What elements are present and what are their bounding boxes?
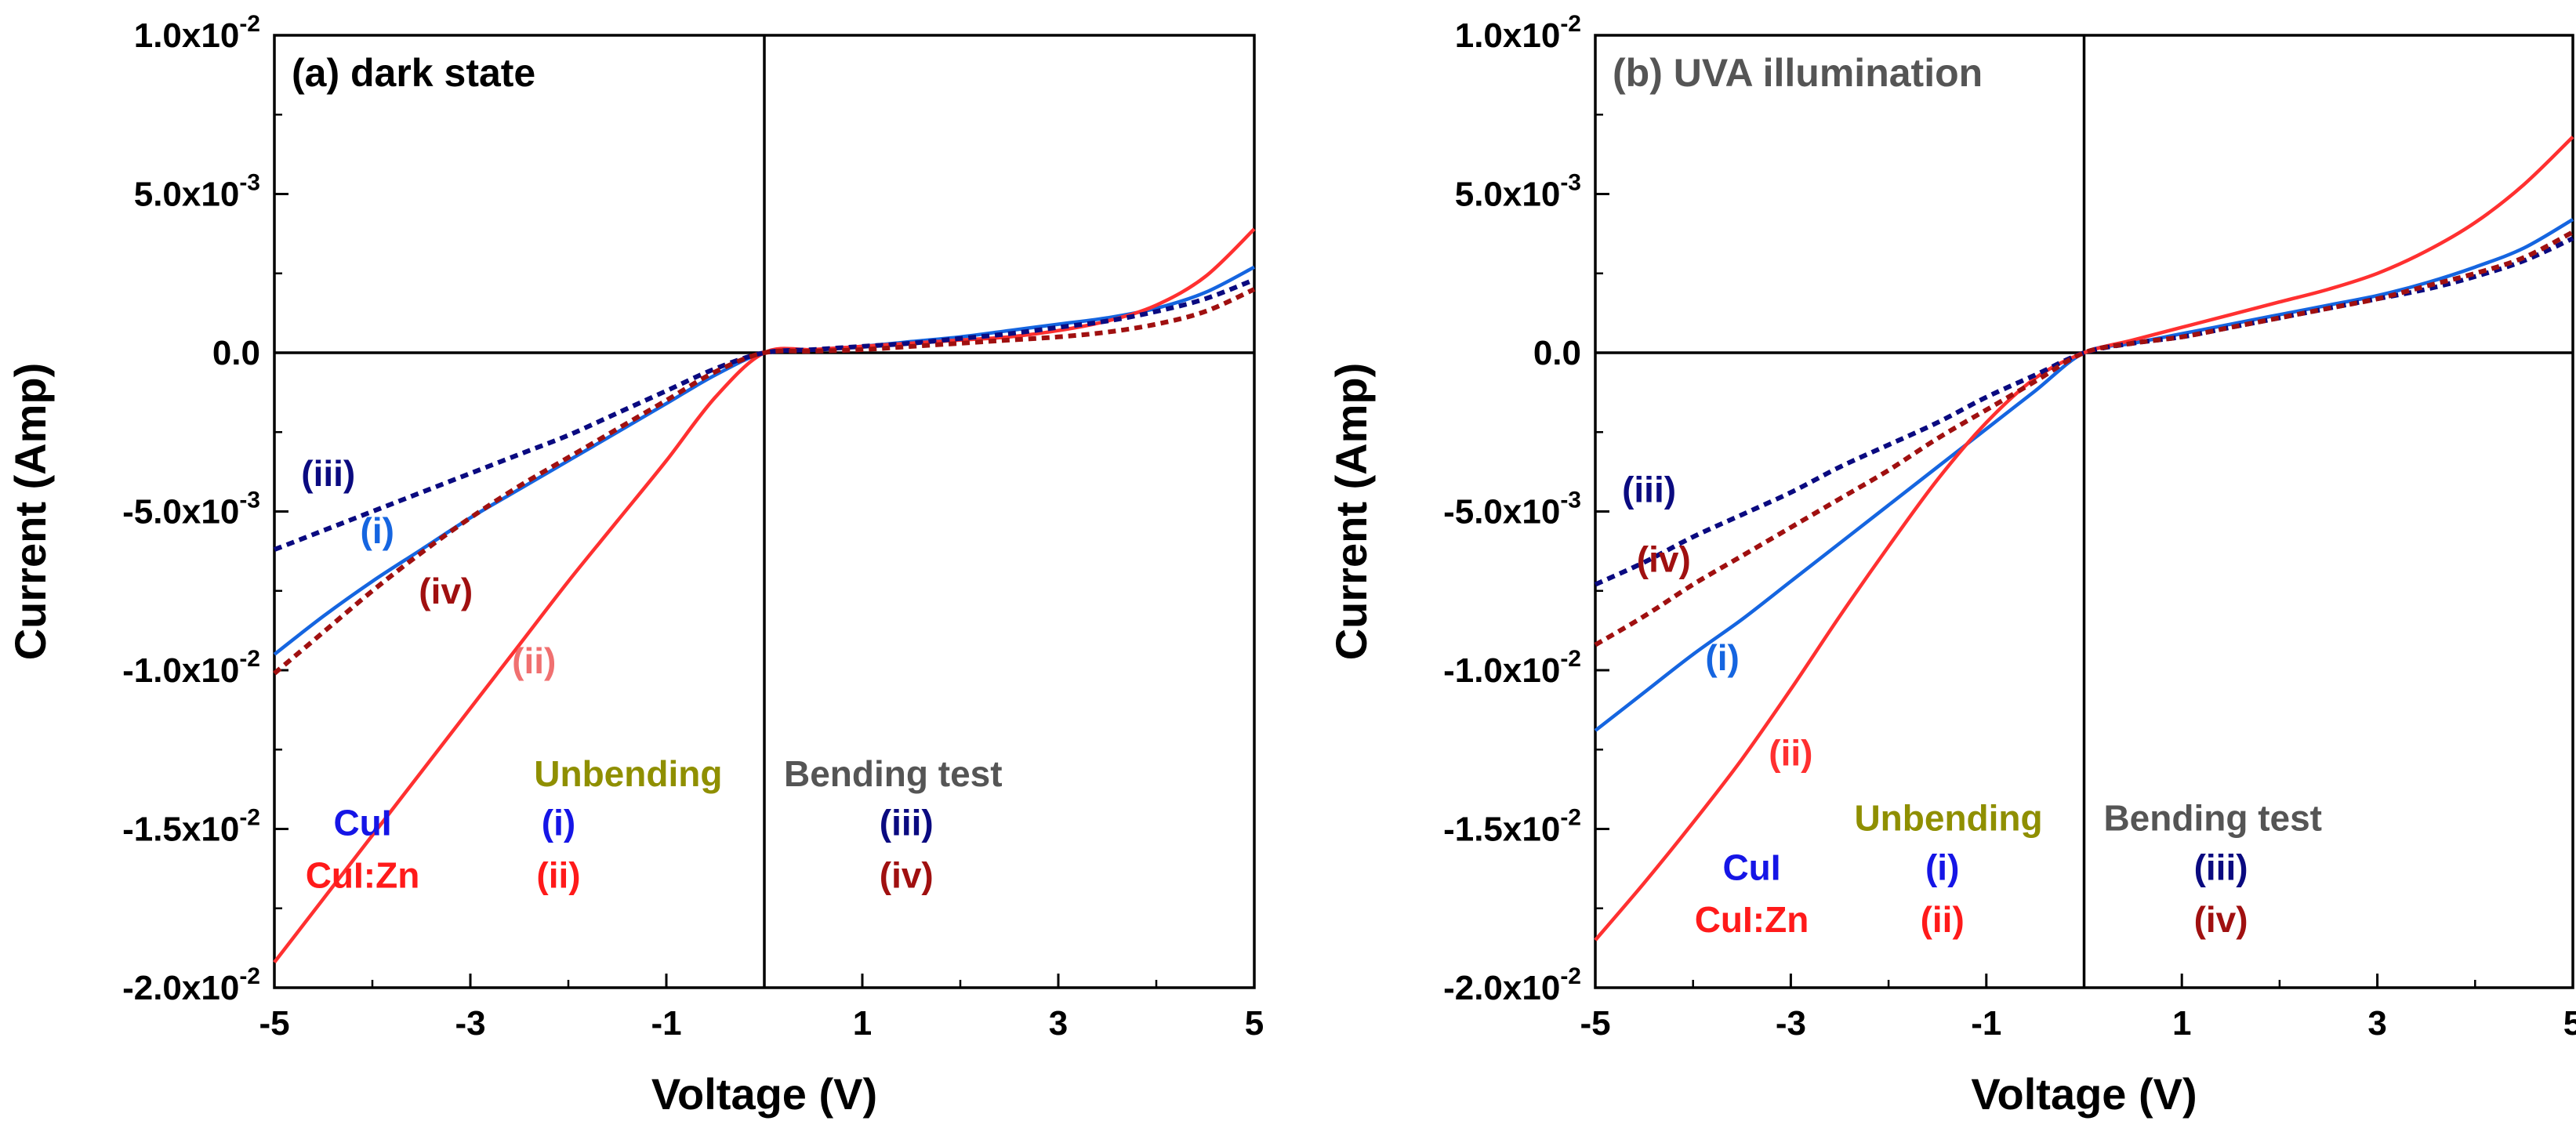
panel-title: (a) dark state: [292, 51, 535, 95]
legend-bending-heading: Bending test: [2103, 798, 2322, 839]
legend-cui-label: CuI: [333, 803, 391, 843]
legend-cuizn-label: CuI:Zn: [306, 854, 420, 895]
x-tick-label: 1: [2172, 1004, 2191, 1043]
x-tick-label: 3: [1049, 1004, 1068, 1043]
legend-cell-iii: (iii): [880, 803, 934, 843]
panel-title: (b) UVA illumination: [1613, 51, 1983, 95]
series-label: (iv): [1637, 539, 1691, 579]
series-label: (iii): [301, 453, 355, 494]
x-axis-title: Voltage (V): [651, 1069, 877, 1119]
y-tick-label: -5.0x10-3: [1443, 488, 1581, 531]
series-line-ii: [273, 227, 1256, 963]
series-label: (i): [1705, 637, 1739, 678]
x-tick-label: -1: [1971, 1004, 2001, 1043]
y-axis-title: Current (Amp): [1326, 363, 1376, 661]
y-axis-title: Current (Amp): [5, 363, 55, 661]
x-tick-label: 3: [2367, 1004, 2386, 1043]
x-tick-label: 5: [2563, 1004, 2576, 1043]
x-tick-label: -3: [455, 1004, 485, 1043]
x-tick-label: -5: [259, 1004, 289, 1043]
y-tick-label: 1.0x10-2: [1455, 11, 1581, 55]
legend-bending-heading: Bending test: [784, 753, 1003, 794]
x-tick-label: 5: [1245, 1004, 1264, 1043]
legend-cell-ii: (ii): [536, 854, 580, 895]
legend-cell-ii: (ii): [1921, 899, 1965, 940]
x-tick-label: -3: [1776, 1004, 1806, 1043]
panel-b-uva-illumination: -5 -3 -1 1 3 5 1.0x10-2 5.0x10-3 0.0 -5.0x10-3 -1.…: [1326, 11, 2576, 1119]
legend-unbending-heading: Unbending: [1854, 798, 2042, 839]
legend-cell-iv: (iv): [2194, 899, 2248, 940]
series-label: (i): [361, 510, 394, 551]
legend-cell-iv: (iv): [880, 854, 934, 895]
legend-cuizn-label: CuI:Zn: [1695, 899, 1809, 940]
x-tick-label: 1: [853, 1004, 872, 1043]
y-tick-label: 0.0: [212, 334, 260, 372]
y-tick-label: -1.0x10-2: [122, 646, 260, 690]
legend-table: Unbending Bending test CuI CuI:Zn (i) (ii) (ii…: [306, 753, 1003, 896]
y-tick-label: -1.5x10-2: [122, 805, 260, 849]
y-tick-label: -2.0x10-2: [1443, 963, 1581, 1007]
y-tick-label: -5.0x10-3: [122, 488, 260, 531]
series-line-iv: [273, 287, 1256, 676]
series-label: (ii): [1769, 733, 1812, 774]
y-tick-label: 1.0x10-2: [134, 11, 260, 55]
x-tick-label: -5: [1580, 1004, 1610, 1043]
series-line-iv: [1594, 230, 2574, 647]
panel-a-dark-state: -5 -3 -1 1 3 5 1.0x10-2 5.0x10-3 0.0 -5.0x10-3 -1.…: [5, 11, 1264, 1119]
series-line-iii: [1594, 236, 2574, 587]
y-tick-label: 5.0x10-3: [134, 170, 260, 214]
series-label: (iv): [419, 571, 473, 611]
legend-table: Unbending Bending test CuI CuI:Zn (i) (ii) (ii…: [1695, 798, 2322, 941]
y-tick-label: -1.5x10-2: [1443, 805, 1581, 849]
y-tick-label: 0.0: [1533, 334, 1581, 372]
legend-cell-i: (i): [542, 803, 575, 843]
legend-cell-iii: (iii): [2194, 847, 2248, 887]
y-tick-label: 5.0x10-3: [1455, 170, 1581, 214]
x-axis-title: Voltage (V): [1971, 1069, 2197, 1119]
legend-unbending-heading: Unbending: [534, 753, 722, 794]
y-tick-label: -2.0x10-2: [122, 963, 260, 1007]
y-tick-label: -1.0x10-2: [1443, 646, 1581, 690]
series-line-iii: [273, 277, 1256, 552]
series-label: (ii): [512, 640, 556, 681]
series-label: (iii): [1622, 469, 1676, 510]
legend-cell-i: (i): [1925, 847, 1959, 887]
legend-cui-label: CuI: [1722, 847, 1780, 887]
x-tick-label: -1: [651, 1004, 681, 1043]
